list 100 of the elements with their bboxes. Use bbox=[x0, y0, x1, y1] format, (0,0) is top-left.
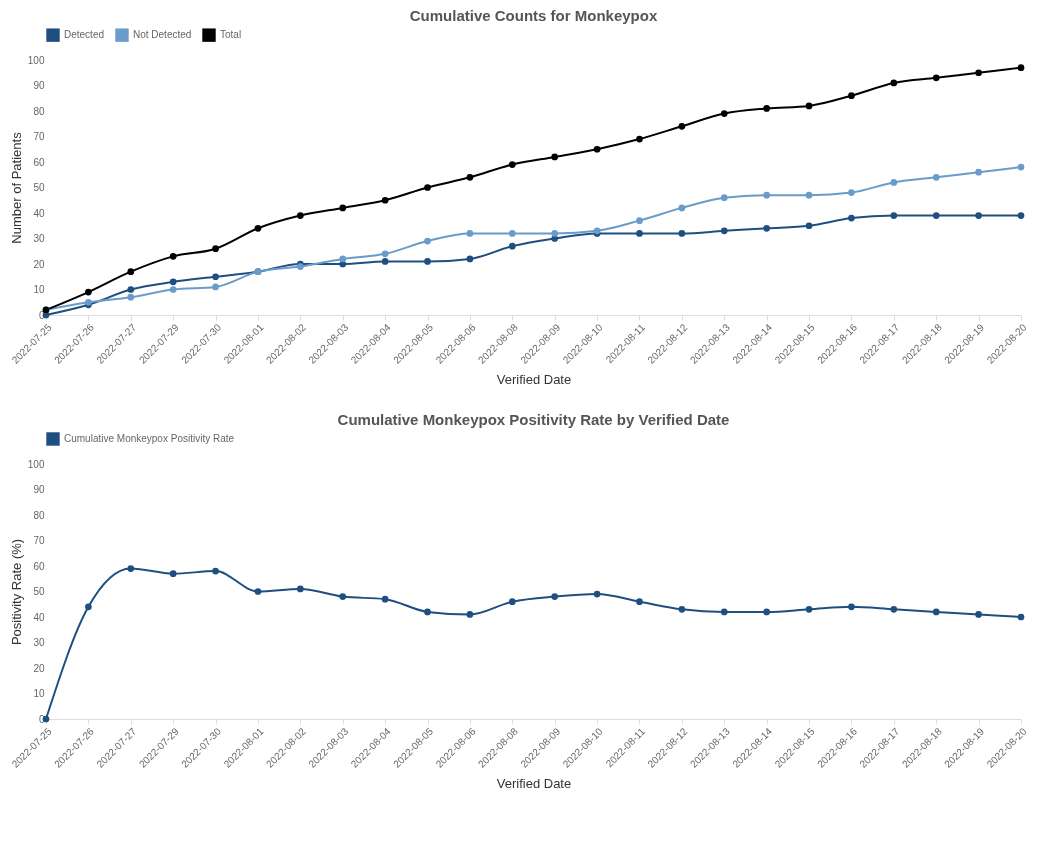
point bbox=[763, 608, 771, 616]
point bbox=[720, 227, 728, 235]
point bbox=[890, 606, 898, 613]
point bbox=[805, 102, 813, 110]
y-tick-label: 100 bbox=[27, 54, 45, 66]
point bbox=[508, 242, 516, 250]
point bbox=[720, 194, 728, 202]
point bbox=[127, 565, 135, 572]
y-tick-label: 80 bbox=[33, 105, 45, 117]
point bbox=[932, 212, 940, 219]
point bbox=[169, 253, 177, 260]
point bbox=[381, 196, 389, 204]
point bbox=[1017, 163, 1025, 171]
point bbox=[932, 74, 940, 82]
chart-title: Cumulative Monkeypox Positivity Rate by Verified Date bbox=[337, 411, 730, 428]
point bbox=[169, 278, 177, 286]
point bbox=[763, 105, 771, 112]
point bbox=[254, 588, 262, 595]
point bbox=[805, 606, 813, 613]
point bbox=[254, 224, 262, 232]
point bbox=[848, 603, 855, 611]
point bbox=[424, 184, 431, 191]
point bbox=[1017, 64, 1025, 71]
point bbox=[169, 286, 177, 293]
y-tick-label: 20 bbox=[33, 258, 45, 270]
y-tick-label: 60 bbox=[33, 560, 45, 572]
point bbox=[466, 611, 474, 618]
y-tick-label: 40 bbox=[33, 611, 45, 623]
point bbox=[636, 217, 643, 224]
point bbox=[678, 606, 686, 613]
point bbox=[127, 268, 135, 275]
point bbox=[678, 230, 686, 237]
point bbox=[848, 189, 855, 196]
point bbox=[508, 161, 516, 168]
y-axis-title: Positivity Rate (%) bbox=[8, 538, 24, 646]
y-tick-label: 90 bbox=[33, 484, 45, 495]
point bbox=[212, 567, 219, 575]
point bbox=[296, 585, 304, 593]
point bbox=[763, 191, 771, 199]
y-tick-label: 30 bbox=[33, 637, 45, 648]
point bbox=[805, 191, 813, 199]
point bbox=[890, 179, 898, 186]
point bbox=[127, 293, 135, 301]
legend-label: Detected bbox=[64, 29, 105, 41]
point bbox=[424, 237, 431, 245]
point bbox=[636, 598, 643, 606]
point bbox=[890, 212, 898, 219]
point bbox=[593, 145, 601, 153]
point bbox=[339, 204, 347, 212]
y-tick-label: 50 bbox=[33, 182, 45, 193]
point bbox=[212, 273, 219, 281]
point bbox=[848, 92, 855, 100]
point bbox=[466, 255, 474, 263]
point bbox=[339, 255, 347, 263]
y-tick-label: 70 bbox=[33, 535, 45, 546]
y-tick-label: 80 bbox=[33, 509, 45, 521]
point bbox=[763, 224, 771, 232]
point bbox=[636, 135, 643, 143]
point bbox=[85, 603, 92, 611]
point bbox=[932, 173, 940, 181]
point bbox=[296, 212, 304, 219]
point bbox=[169, 570, 177, 577]
point bbox=[508, 598, 516, 606]
point bbox=[636, 230, 643, 237]
y-tick-label: 20 bbox=[33, 662, 45, 674]
point bbox=[975, 69, 982, 77]
point bbox=[551, 593, 559, 600]
point bbox=[975, 611, 982, 618]
point bbox=[127, 286, 135, 293]
point bbox=[975, 168, 982, 176]
point bbox=[678, 122, 686, 130]
point bbox=[1017, 212, 1025, 219]
point bbox=[212, 283, 219, 291]
point bbox=[720, 608, 728, 616]
legend-label: Cumulative Monkeypox Positivity Rate bbox=[64, 433, 235, 444]
legend-label: Total bbox=[220, 29, 242, 41]
point bbox=[381, 595, 389, 603]
point bbox=[805, 222, 813, 230]
point bbox=[381, 250, 389, 258]
chart-title: Cumulative Counts for Monkeypox bbox=[409, 7, 658, 24]
y-tick-label: 30 bbox=[33, 233, 45, 244]
point bbox=[381, 258, 389, 265]
point bbox=[85, 288, 92, 296]
y-tick-label: 90 bbox=[33, 80, 45, 91]
point bbox=[466, 173, 474, 181]
y-tick-label: 100 bbox=[27, 458, 45, 470]
y-axis-title: Number of Patients bbox=[8, 131, 24, 244]
point bbox=[720, 110, 728, 117]
x-axis-title: Verified Date bbox=[496, 775, 572, 791]
point bbox=[212, 245, 219, 253]
point bbox=[551, 153, 559, 161]
legend-label: Not Detected bbox=[133, 29, 192, 41]
y-tick-label: 10 bbox=[33, 284, 45, 295]
point bbox=[890, 79, 898, 87]
point bbox=[424, 608, 431, 616]
point bbox=[339, 593, 347, 600]
y-tick-label: 10 bbox=[33, 688, 45, 699]
point bbox=[1017, 613, 1025, 621]
point bbox=[424, 258, 431, 265]
point bbox=[848, 214, 855, 222]
